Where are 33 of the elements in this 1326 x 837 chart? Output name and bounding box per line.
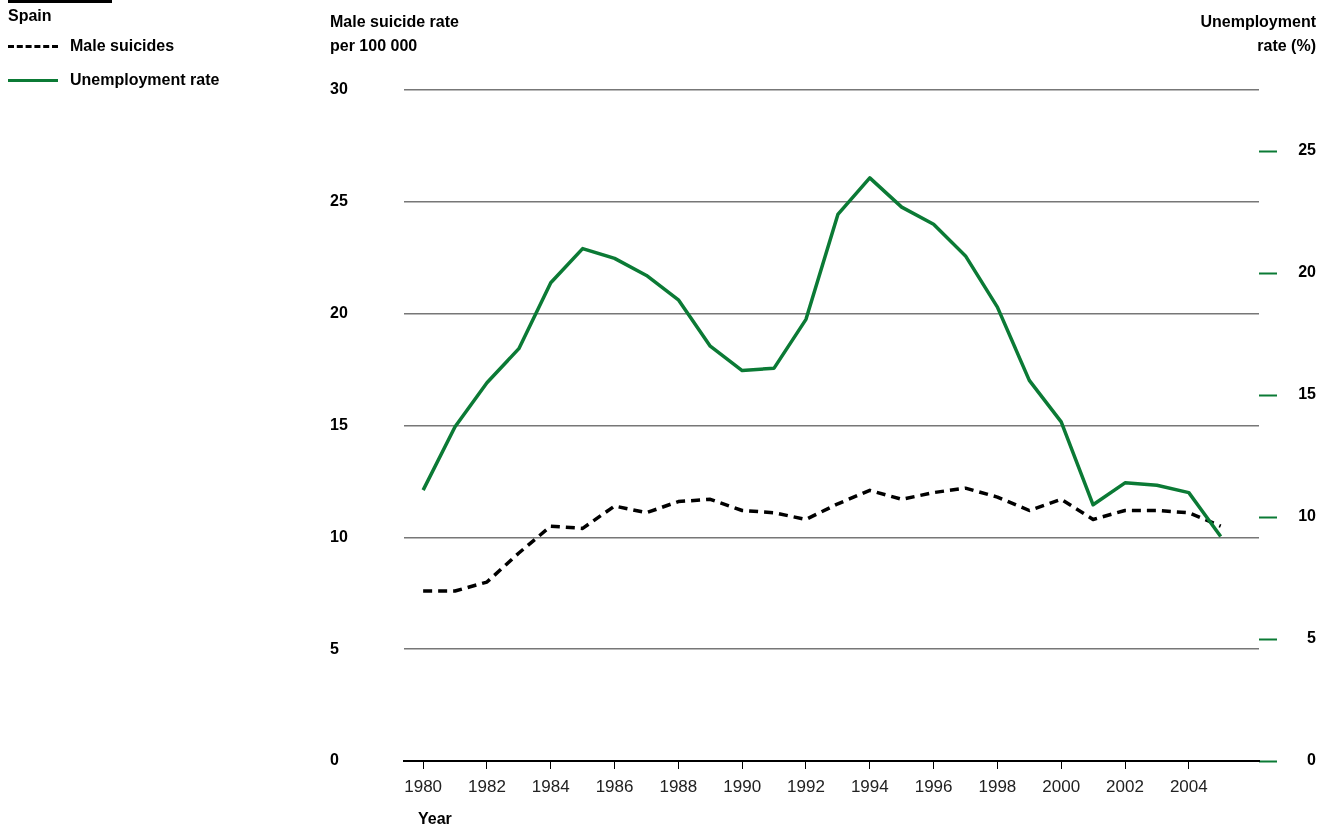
- y2-tick-label: 10: [1298, 507, 1317, 525]
- y-tick-label: 30: [330, 80, 348, 98]
- y-tick-label: 15: [330, 415, 348, 433]
- x-tick-label: 1986: [595, 776, 634, 796]
- y-tick-label: 5: [330, 639, 339, 657]
- x-tick-label: 2000: [1042, 776, 1081, 796]
- y-tick-label: 20: [330, 304, 348, 322]
- y2-tick-label: 0: [1307, 751, 1317, 769]
- x-tick-label: 1980: [404, 776, 443, 796]
- x-tick-label: 1984: [531, 776, 570, 796]
- x-tick-label: 1996: [914, 776, 953, 796]
- legend-label: Unemployment rate: [70, 71, 220, 89]
- y-tick-label: 25: [330, 192, 348, 210]
- x-tick-label: 2002: [1106, 776, 1144, 796]
- y2-axis-title: Unemployment rate (%): [1199, 12, 1316, 56]
- y-tick-label: 0: [330, 751, 339, 769]
- x-axis-title: Year: [418, 810, 452, 828]
- x-tick-label: 1982: [468, 776, 506, 796]
- y2-tick-label: 20: [1298, 263, 1317, 281]
- y-tick-label: 10: [330, 527, 348, 545]
- y2-tick-label: 25: [1298, 141, 1317, 159]
- x-tick-label: 1992: [787, 776, 825, 796]
- y2-tick-label: 5: [1307, 629, 1317, 647]
- x-tick-label: 1998: [978, 776, 1017, 796]
- x-tick-label: 1990: [723, 776, 762, 796]
- x-tick-label: 2004: [1169, 776, 1208, 796]
- line-series: [421, 486, 1223, 593]
- x-tick-label: 1988: [659, 776, 698, 796]
- legend-label: Male suicides: [70, 37, 175, 55]
- legend-title: Spain: [8, 0, 112, 29]
- y-axis-title: Male suicide rate per 100 000: [330, 12, 460, 56]
- x-tick-label: 1994: [850, 776, 889, 796]
- y2-tick-label: 15: [1298, 385, 1317, 403]
